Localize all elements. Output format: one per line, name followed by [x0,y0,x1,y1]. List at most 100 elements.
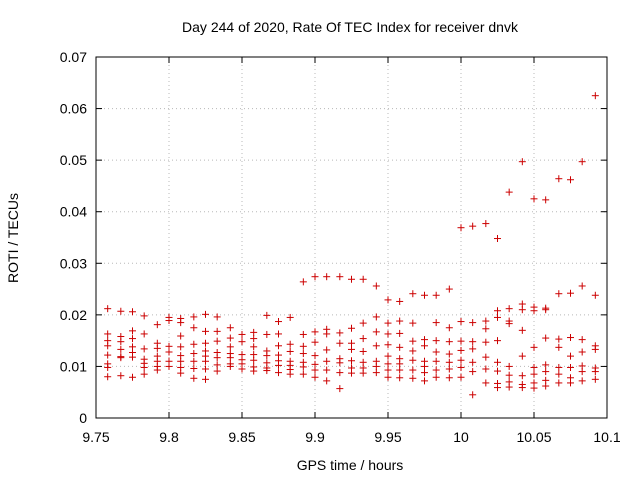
data-point-marker [445,324,453,332]
y-tick-label: 0.02 [60,307,87,323]
data-point-marker [153,366,161,374]
data-point-marker [250,356,258,364]
data-point-marker [409,356,417,364]
data-point-marker [530,195,538,203]
data-point-marker [384,296,392,304]
data-point-marker [359,347,367,355]
data-point-marker [494,313,501,321]
data-point-marker [140,363,148,371]
data-point-marker [104,351,112,359]
data-point-marker [275,361,282,369]
data-point-marker [542,361,550,369]
data-point-marker [311,273,319,281]
data-point-marker [457,363,465,371]
data-point-marker [372,362,380,370]
data-point-marker [348,369,355,377]
data-point-marker [359,369,367,377]
data-point-marker [165,362,173,370]
data-point-marker [104,330,112,338]
data-point-marker [348,275,355,283]
data-point-marker [494,337,501,345]
data-point-marker [140,345,148,353]
data-point-marker [177,369,185,377]
data-point-marker [348,339,355,347]
y-tick-label: 0.06 [60,101,87,117]
data-point-marker [542,368,550,376]
data-point-marker [323,366,331,374]
data-point-marker [190,374,198,382]
data-point-marker [372,342,380,350]
data-point-marker [177,319,185,327]
data-point-marker [117,354,125,362]
data-point-marker [409,337,417,345]
data-point-marker [336,339,344,347]
data-point-marker [494,307,501,315]
data-point-marker [421,377,428,385]
data-point-marker [275,318,282,326]
data-point-marker [384,366,392,374]
data-point-marker [421,369,428,377]
data-point-marker [384,341,392,349]
data-point-marker [384,352,392,360]
data-point-marker [202,339,209,347]
data-point-marker [323,377,331,385]
data-point-marker [432,319,440,327]
data-point-marker [396,360,404,368]
data-point-marker [384,373,392,381]
data-point-marker [578,336,586,344]
data-point-marker [530,307,538,315]
data-point-marker [263,367,271,375]
data-point-marker [578,348,586,356]
data-point-marker [518,352,526,360]
data-point-marker [469,345,477,353]
data-point-marker [129,335,136,343]
data-point-marker [226,354,234,362]
x-tick-label: 9.75 [82,429,109,445]
data-point-marker [445,350,453,358]
data-point-marker [445,285,453,293]
data-point-marker [591,291,599,299]
data-point-marker [177,332,185,340]
data-point-marker [469,319,477,327]
data-point-marker [299,330,307,338]
data-point-marker [104,342,112,350]
data-point-marker [384,360,392,368]
data-point-marker [482,317,490,325]
data-point-marker [299,363,307,371]
data-point-marker [457,356,465,364]
data-point-marker [445,358,453,366]
data-point-marker [457,318,465,326]
data-point-marker [250,343,258,351]
data-point-marker [384,330,392,338]
data-point-marker [494,358,501,366]
data-point-marker [190,357,198,365]
data-point-marker [578,377,586,385]
chart-title: Day 244 of 2020, Rate Of TEC Index for r… [182,19,519,35]
data-point-marker [555,370,563,378]
data-point-marker [396,317,404,325]
data-point-marker [469,338,477,346]
data-point-marker [482,325,490,333]
data-point-marker [323,346,331,354]
data-point-marker [311,366,319,374]
data-point-marker [421,336,428,344]
data-point-marker [177,343,185,351]
data-point-marker [409,374,417,382]
data-point-marker [213,337,221,345]
data-point-marker [238,330,246,338]
data-point-marker [336,329,344,337]
data-point-marker [591,92,599,100]
data-point-marker [482,353,490,361]
data-point-marker [286,370,294,378]
data-point-marker [542,196,550,204]
data-point-marker [372,313,380,321]
data-point-marker [518,372,526,380]
data-point-marker [555,363,563,371]
data-point-marker [165,317,173,325]
data-point-marker [482,365,490,373]
data-point-marker [555,335,563,343]
data-point-marker [190,324,198,332]
data-point-marker [457,337,465,345]
y-axis-label: ROTI / TECUs [5,193,21,283]
